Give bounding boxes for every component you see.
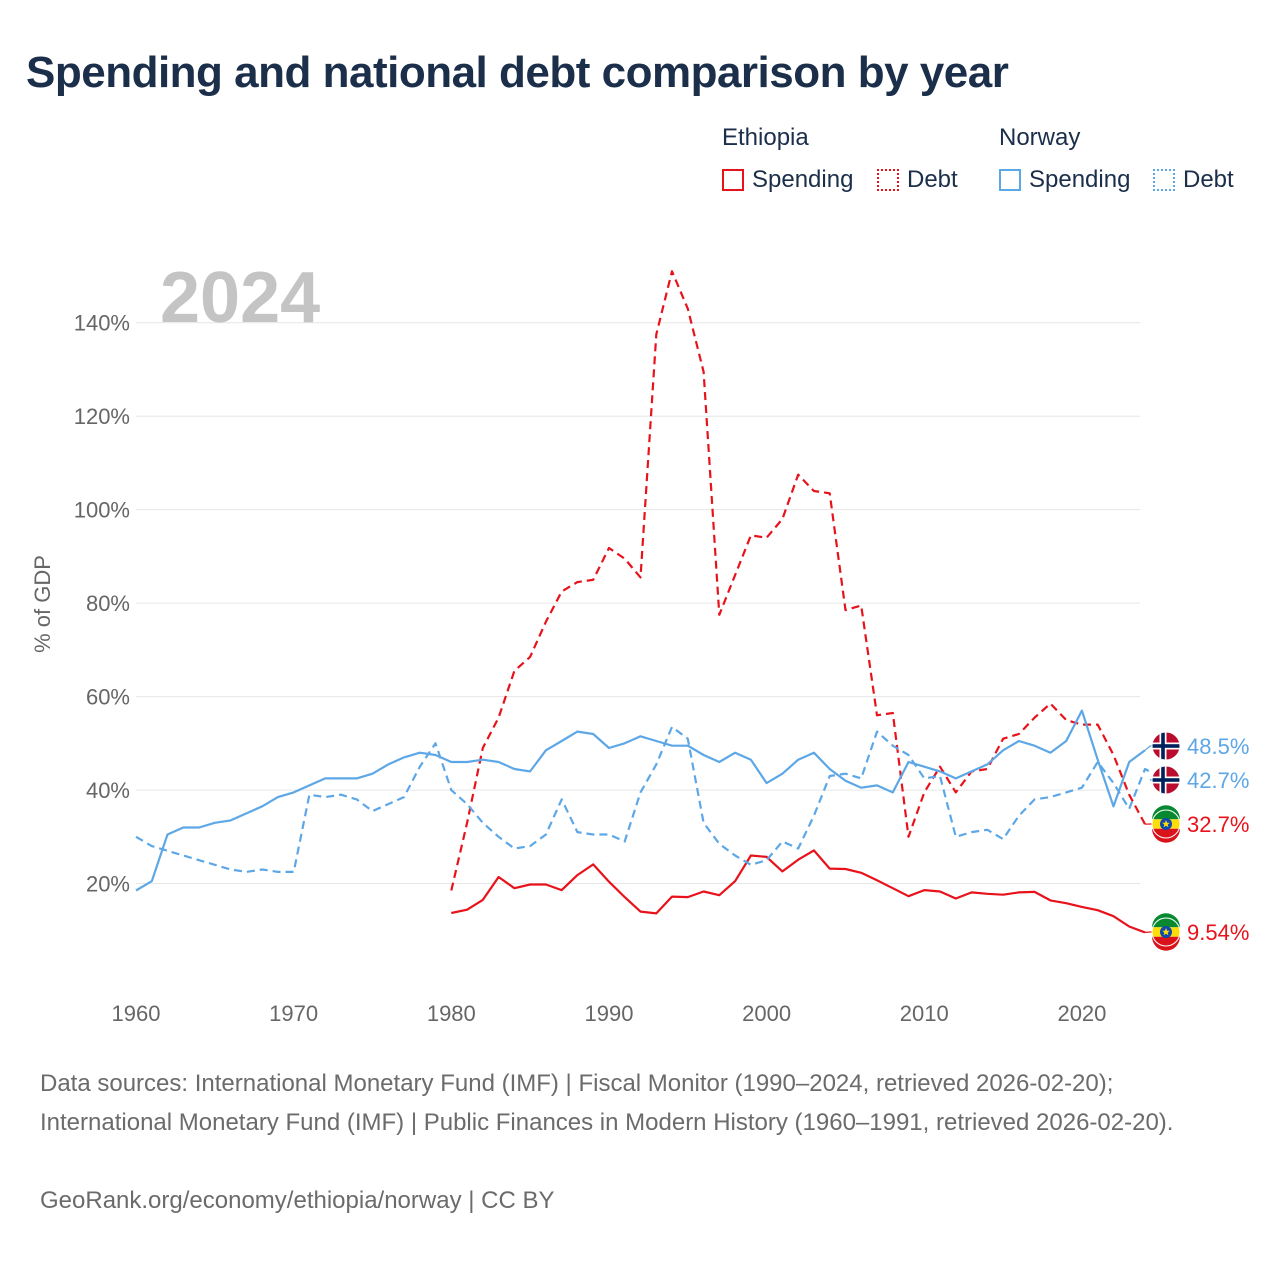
data-sources-note: Data sources: International Monetary Fun… xyxy=(40,1070,1174,1136)
norway-debt-line[interactable] xyxy=(135,725,1162,874)
legend-solid-red-swatch xyxy=(722,169,744,191)
x-tick-label: 1970 xyxy=(269,1001,318,1026)
norway-spending-line[interactable] xyxy=(135,709,1146,892)
legend-dotted-blue-swatch xyxy=(1153,169,1175,191)
end-label-norway-spending: 48.5% xyxy=(1187,734,1249,759)
legend-ethiopia-title: Ethiopia xyxy=(722,124,809,151)
end-label-layer: 48.5% 42.7% 32.7% 9.54% xyxy=(1144,731,1249,951)
series-layer xyxy=(135,270,1162,934)
y-tick-label: 80% xyxy=(86,591,130,616)
grid-layer xyxy=(136,322,1140,885)
chart-title: Spending and national debt comparison by… xyxy=(26,48,1009,97)
ethiopia-flag-icon xyxy=(1151,805,1181,843)
legend-ethiopia-spending-label: Spending xyxy=(752,166,854,193)
legend-solid-blue-swatch xyxy=(999,169,1021,191)
legend-norway-spending-label: Spending xyxy=(1029,166,1131,193)
legend-norway-title: Norway xyxy=(999,124,1081,151)
legend-norway-debt[interactable]: Debt xyxy=(1153,166,1234,194)
x-tick-label: 2000 xyxy=(742,1001,791,1026)
y-tick-label: 100% xyxy=(74,498,130,523)
x-tick-label: 2020 xyxy=(1057,1001,1106,1026)
end-label-ethiopia-spending: 9.54% xyxy=(1187,920,1249,945)
credit-link[interactable]: GeoRank.org/economy/ethiopia/norway | CC… xyxy=(40,1187,555,1214)
end-label-norway-debt: 42.7% xyxy=(1187,768,1249,793)
x-tick-label: 1990 xyxy=(584,1001,633,1026)
end-label-ethiopia-debt: 32.7% xyxy=(1187,812,1249,837)
norway-flag-icon xyxy=(1151,765,1181,795)
legend-norway-spending[interactable]: Spending xyxy=(999,166,1130,194)
y-tick-label: 60% xyxy=(86,685,130,710)
x-tick-label: 1960 xyxy=(112,1001,161,1026)
legend-ethiopia-spending[interactable]: Spending xyxy=(722,166,853,194)
y-tick-label: 20% xyxy=(86,872,130,897)
y-tick-label: 140% xyxy=(74,311,130,336)
ethiopia-debt-line[interactable] xyxy=(450,270,1146,891)
y-tick-label: 120% xyxy=(74,404,130,429)
x-tick-label: 2010 xyxy=(900,1001,949,1026)
legend-dotted-red-swatch xyxy=(877,169,899,191)
end-label-leader xyxy=(1144,745,1152,751)
legend-ethiopia-debt-label: Debt xyxy=(907,166,958,193)
ethiopia-flag-icon xyxy=(1151,913,1181,951)
legend-norway-debt-label: Debt xyxy=(1183,166,1234,193)
legend-ethiopia-debt[interactable]: Debt xyxy=(877,166,958,194)
ethiopia-spending-line[interactable] xyxy=(451,849,1146,934)
norway-flag-icon xyxy=(1151,731,1181,761)
line-chart: 20% 40% 60% 80% 100% 120% 140% 1960 1970 1980 1990… xyxy=(30,258,1249,1026)
y-tick-label: 40% xyxy=(86,778,130,803)
axis-layer: 20% 40% 60% 80% 100% 120% 140% 1960 1970 1980 1990… xyxy=(74,311,1107,1026)
x-tick-label: 1980 xyxy=(427,1001,476,1026)
y-axis-label: % of GDP xyxy=(30,555,55,653)
year-watermark: 2024 xyxy=(160,258,320,338)
